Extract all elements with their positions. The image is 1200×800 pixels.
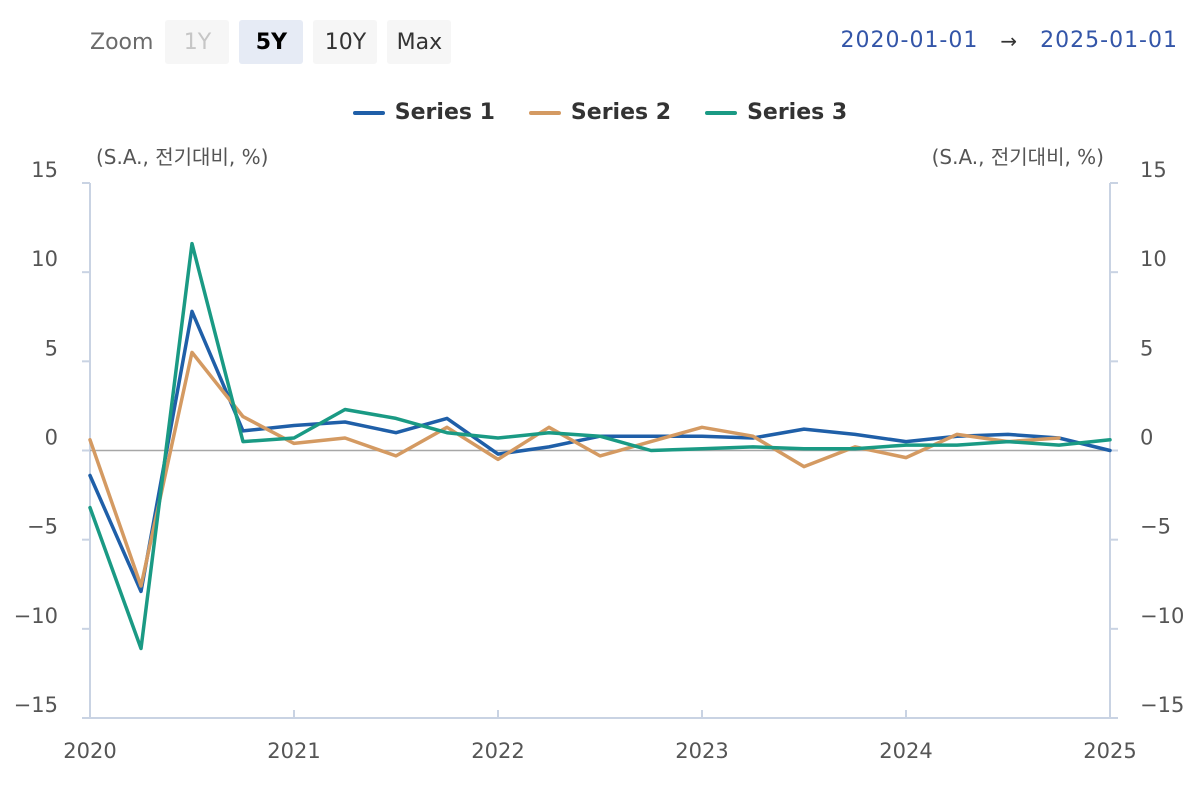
zoom-10y-button[interactable]: 10Y (313, 20, 378, 64)
range-to-date[interactable]: 2025-01-01 (1040, 28, 1178, 53)
y-tick-label-left: −10 (14, 604, 58, 628)
legend-swatch-series-1 (352, 110, 385, 115)
y-tick-label-left: 15 (31, 158, 58, 182)
legend-label-series-3: Series 3 (747, 100, 848, 125)
y-tick-label-left: 0 (45, 426, 58, 450)
y-tick-label-right: 10 (1140, 247, 1167, 271)
legend-item-series-1[interactable]: Series 1 (352, 100, 495, 125)
series-line-3 (88, 241, 1112, 651)
x-tick-label: 2021 (267, 739, 320, 763)
y-tick-label-right: −10 (1140, 604, 1184, 628)
x-tick-label: 2023 (675, 739, 728, 763)
x-tick-label: 2020 (63, 739, 116, 763)
legend-item-series-2[interactable]: Series 2 (528, 100, 672, 125)
range-arrow-icon: → (1000, 28, 1019, 53)
y-tick-label-left: 10 (31, 247, 58, 271)
y-tick-label-right: −5 (1140, 515, 1171, 539)
zoom-max-button[interactable]: Max (387, 20, 452, 64)
date-range: 2020-01-01 → 2025-01-01 (841, 28, 1178, 53)
y-tick-label-left: −5 (27, 515, 58, 539)
y-tick-label-left: −15 (14, 693, 58, 717)
zoom-1y-button[interactable]: 1Y (165, 20, 230, 64)
legend-swatch-series-3 (705, 110, 738, 115)
chart-legend: Series 1 Series 2 Series 3 (0, 100, 1200, 125)
legend-label-series-1: Series 1 (394, 100, 495, 125)
y-tick-label-left: 5 (45, 336, 58, 360)
series-line-2 (88, 350, 1061, 588)
zoom-bar: Zoom 1Y 5Y 10Y Max (90, 20, 452, 64)
legend-item-series-3[interactable]: Series 3 (705, 100, 847, 125)
range-from-date[interactable]: 2020-01-01 (840, 28, 979, 53)
y-tick-label-right: 0 (1140, 426, 1153, 450)
legend-label-series-2: Series 2 (570, 100, 672, 125)
x-tick-label: 2025 (1083, 739, 1136, 763)
x-tick-label: 2022 (471, 739, 524, 763)
y-tick-label-right: 15 (1140, 158, 1167, 182)
zoom-label: Zoom (90, 29, 154, 55)
y-unit-left: (S.A., 전기대비, %) (96, 145, 268, 169)
legend-swatch-series-2 (528, 110, 561, 115)
y-tick-label-right: 5 (1140, 336, 1153, 360)
series-line-1 (88, 309, 1112, 594)
zoom-5y-button[interactable]: 5Y (239, 20, 304, 64)
y-unit-right: (S.A., 전기대비, %) (932, 145, 1104, 169)
y-tick-label-right: −15 (1140, 693, 1184, 717)
x-tick-label: 2024 (879, 739, 932, 763)
